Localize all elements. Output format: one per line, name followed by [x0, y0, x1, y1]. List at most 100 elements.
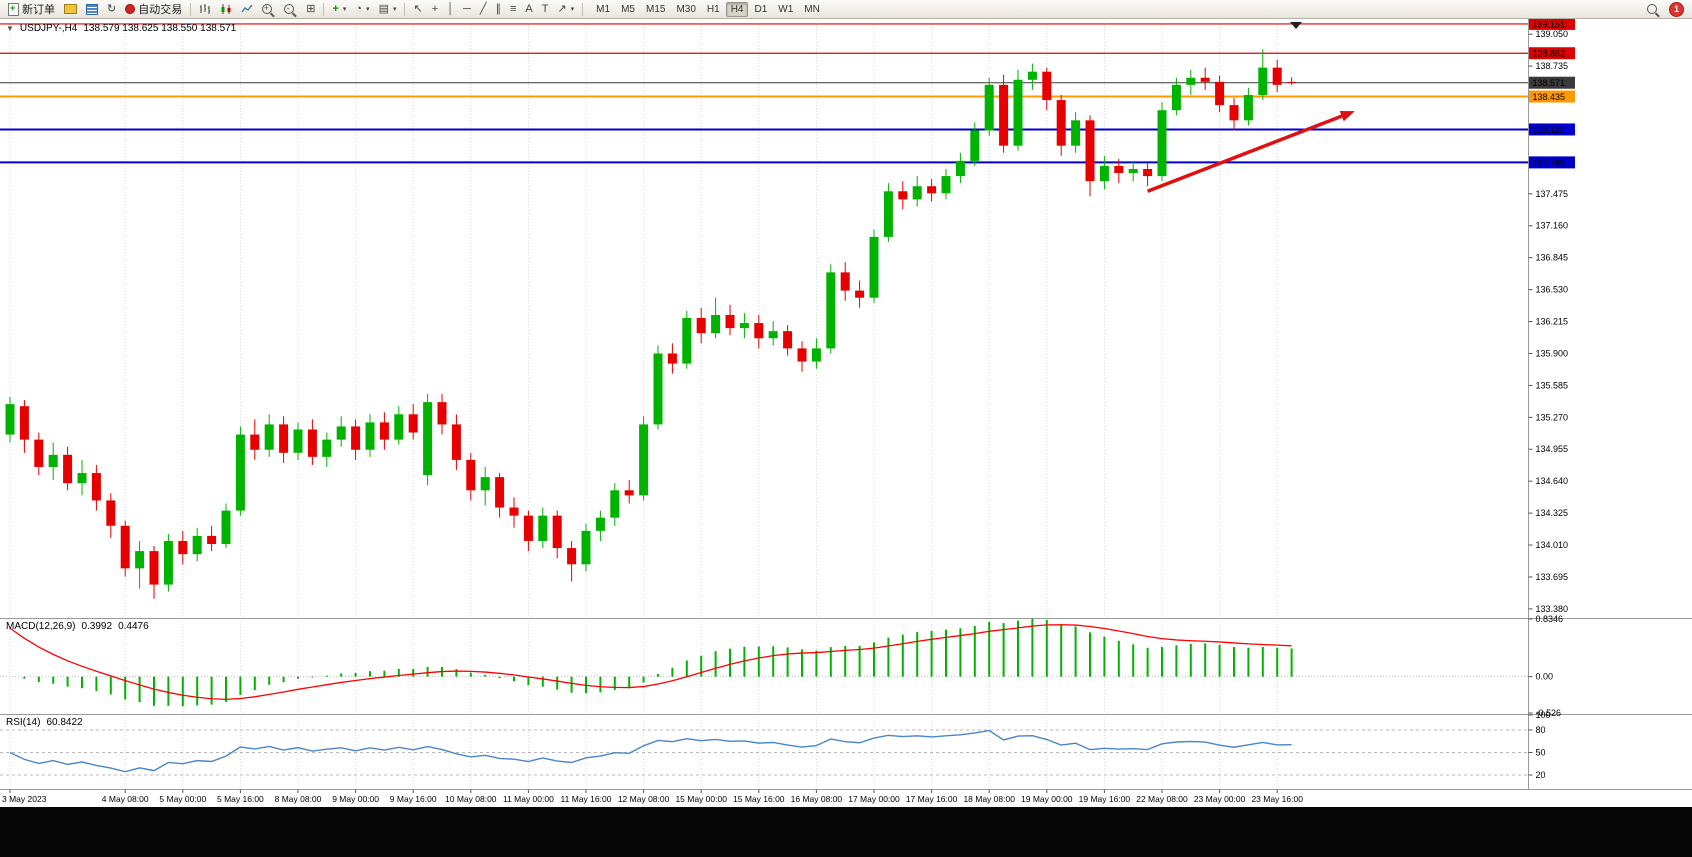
bar-chart-button[interactable] [195, 2, 215, 17]
crosshair-tool-button[interactable]: + [428, 2, 442, 17]
timeframe-button-h4[interactable]: H4 [725, 1, 749, 17]
rsi-layer [9, 729, 1292, 773]
line-chart-button[interactable] [237, 2, 257, 17]
svg-text:15 May 16:00: 15 May 16:00 [733, 794, 785, 804]
templates-button[interactable]: ▤ ▾ [375, 2, 401, 17]
time-axis[interactable]: 3 May 2023 4 May 08:00 5 May 00:00 5 May 16… [2, 789, 1303, 805]
svg-text:0.00: 0.00 [1536, 672, 1554, 682]
vertical-line-icon: │ [447, 2, 455, 15]
refresh-button[interactable]: ↻ [103, 2, 120, 17]
trendline-icon: ╱ [479, 2, 487, 15]
svg-text:10 May 08:00: 10 May 08:00 [445, 794, 497, 804]
svg-text:138.735: 138.735 [1536, 61, 1569, 71]
toolbar-separator [323, 2, 325, 16]
trend-arrow-annotation[interactable] [1146, 106, 1357, 193]
svg-text:9 May 16:00: 9 May 16:00 [390, 794, 437, 804]
rsi-indicator-label: RSI(14) 60.8422 [6, 717, 89, 728]
svg-text:9 May 00:00: 9 May 00:00 [332, 794, 379, 804]
new-order-button[interactable]: 新订单 [4, 2, 59, 17]
svg-text:19 May 16:00: 19 May 16:00 [1079, 794, 1131, 804]
timeframe-button-mn[interactable]: MN [799, 2, 825, 17]
level-lines[interactable] [0, 23, 1529, 164]
timeframe-button-m15[interactable]: M15 [641, 2, 670, 17]
candlestick-chart-button[interactable] [216, 2, 236, 17]
macd-name: MACD(12,26,9) [6, 621, 76, 632]
svg-text:-0.526: -0.526 [1536, 708, 1562, 718]
ohlc-values: 138.579 138.625 138.550 138.571 [83, 23, 237, 34]
svg-text:100: 100 [1536, 710, 1551, 720]
notification-badge[interactable]: 1 [1669, 1, 1684, 17]
arrows-tool-button[interactable]: ↗ ▾ [553, 2, 578, 17]
add-indicator-icon: + [332, 2, 339, 15]
chart-shift-marker[interactable] [1290, 22, 1302, 29]
horizontal-line-tool-button[interactable]: ─ [459, 2, 475, 17]
svg-text:133.695: 133.695 [1536, 572, 1569, 582]
toolbar-separator [582, 2, 584, 16]
timeframe-button-m1[interactable]: M1 [591, 2, 615, 17]
svg-text:17 May 00:00: 17 May 00:00 [848, 794, 900, 804]
main-toolbar: 新订单 ↻ 自动交易 [0, 0, 1692, 19]
svg-text:11 May 00:00: 11 May 00:00 [503, 794, 554, 804]
svg-text:80: 80 [1536, 725, 1546, 735]
text-tool-button[interactable]: A [521, 2, 536, 17]
zoom-out-button[interactable] [280, 2, 301, 17]
fibonacci-tool-button[interactable]: ≡ [506, 2, 520, 17]
channel-tool-button[interactable]: ∥ [491, 2, 505, 17]
vertical-line-tool-button[interactable]: │ [443, 2, 458, 17]
macd-signal-value: 0.4476 [118, 621, 149, 632]
svg-text:135.270: 135.270 [1536, 412, 1569, 422]
text-label-tool-button[interactable]: T [538, 2, 553, 17]
trendline-tool-button[interactable]: ╱ [476, 2, 491, 17]
autotrading-button[interactable]: 自动交易 [121, 2, 186, 17]
macd-layer [9, 619, 1293, 707]
price-axis[interactable]: 139.050138.735138.420138.105137.790137.4… [1528, 29, 1569, 780]
timeframe-button-h1[interactable]: H1 [702, 2, 725, 17]
text-icon: A [525, 2, 533, 15]
svg-text:22 May 08:00: 22 May 08:00 [1136, 794, 1188, 804]
svg-text:139.050: 139.050 [1536, 29, 1569, 39]
new-order-icon [8, 2, 19, 16]
line-chart-icon [241, 4, 253, 13]
svg-text:16 May 08:00: 16 May 08:00 [791, 794, 843, 804]
fibonacci-icon: ≡ [509, 2, 517, 15]
price-chart-canvas[interactable]: 139.050138.735138.420138.105137.790137.4… [0, 19, 1692, 807]
clock-icon: ◔ [355, 2, 363, 15]
timeframe-button-w1[interactable]: W1 [773, 2, 798, 17]
collapse-caret-icon[interactable]: ▼ [6, 24, 14, 33]
chart-profiles-button[interactable] [60, 2, 81, 17]
svg-text:138.110: 138.110 [1533, 125, 1565, 135]
cursor-tool-button[interactable]: ↖ [409, 2, 426, 17]
zoom-out-icon [284, 4, 295, 14]
svg-text:5 May 00:00: 5 May 00:00 [159, 794, 206, 804]
symbol-period-label: USDJPY-,H4 [19, 23, 78, 34]
indicators-button[interactable]: + ▾ [328, 2, 350, 17]
timeframe-button-m5[interactable]: M5 [616, 2, 640, 17]
svg-text:138.571: 138.571 [1533, 78, 1566, 88]
arrow-tool-icon: ↗ [557, 2, 567, 15]
svg-text:19 May 00:00: 19 May 00:00 [1021, 794, 1073, 804]
tile-windows-button[interactable]: ⊞ [302, 2, 319, 17]
timeframe-button-m30[interactable]: M30 [671, 2, 700, 17]
svg-text:23 May 00:00: 23 May 00:00 [1194, 794, 1246, 804]
chart-symbol-header: ▼ USDJPY-,H4 138.579 138.625 138.550 138… [6, 23, 236, 34]
chevron-down-icon: ▾ [366, 6, 370, 13]
text-label-icon: T [541, 2, 549, 15]
market-watch-button[interactable] [82, 2, 102, 17]
svg-text:8 May 08:00: 8 May 08:00 [275, 794, 322, 804]
timeframe-button-d1[interactable]: D1 [749, 2, 772, 17]
candles-layer [5, 49, 1297, 599]
chart-profiles-icon [64, 4, 77, 14]
svg-text:134.010: 134.010 [1536, 540, 1569, 550]
zoom-in-button[interactable] [258, 2, 279, 17]
rsi-value: 60.8422 [46, 717, 83, 728]
chart-window[interactable]: 139.050138.735138.420138.105137.790137.4… [0, 19, 1692, 807]
periods-button[interactable]: ◔ ▾ [351, 2, 373, 17]
cursor-icon: ↖ [413, 2, 423, 15]
crosshair-icon: + [431, 2, 439, 15]
svg-text:50: 50 [1536, 748, 1546, 758]
svg-text:139.151: 139.151 [1533, 19, 1566, 29]
svg-text:133.380: 133.380 [1536, 604, 1569, 614]
svg-text:137.475: 137.475 [1536, 189, 1569, 199]
autotrading-label: 自动交易 [138, 4, 183, 16]
search-button[interactable] [1643, 2, 1664, 17]
